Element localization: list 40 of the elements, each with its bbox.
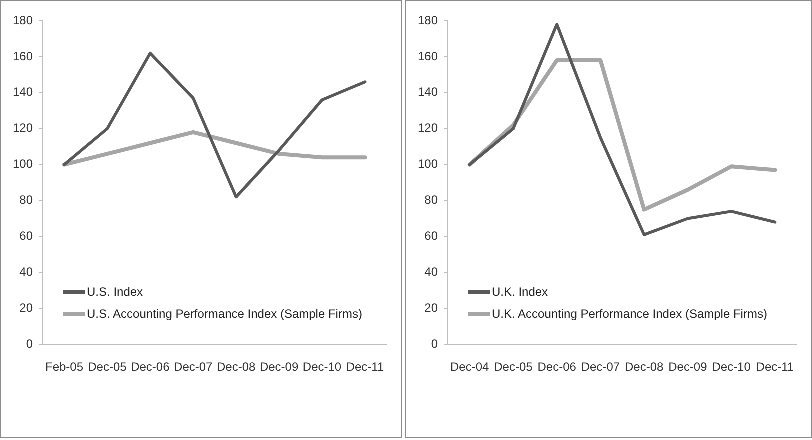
x-tick-label: Dec-09 — [668, 360, 708, 374]
y-tick-label: 80 — [20, 193, 34, 208]
x-tick-label: Dec-07 — [174, 360, 214, 374]
x-tick-label: Feb-05 — [45, 360, 84, 374]
legend-label: U.K. Accounting Performance Index (Sample Firms) — [492, 306, 768, 321]
x-tick-label: Dec-06 — [538, 360, 577, 374]
y-tick-label: 40 — [424, 265, 438, 279]
y-tick-label: 60 — [424, 229, 438, 244]
legend-label: U.K. Index — [492, 284, 548, 299]
y-tick-label: 20 — [424, 300, 438, 315]
y-tick-label: 180 — [12, 13, 34, 28]
y-tick-label: 180 — [418, 13, 438, 28]
y-tick-label: 100 — [418, 157, 438, 172]
x-tick-label: Dec-11 — [756, 360, 794, 374]
y-tick-label: 120 — [12, 121, 34, 136]
x-tick-label: Dec-10 — [302, 360, 342, 374]
y-tick-label: 160 — [12, 49, 34, 64]
y-tick-label: 80 — [424, 193, 438, 208]
x-tick-label: Dec-10 — [712, 360, 752, 374]
y-tick-label: 0 — [26, 336, 34, 351]
legend-label: U.S. Index — [87, 284, 144, 299]
y-tick-label: 120 — [418, 121, 438, 136]
x-tick-label: Dec-11 — [346, 360, 384, 374]
y-tick-label: 140 — [12, 85, 34, 100]
x-tick-label: Dec-08 — [624, 360, 664, 374]
legend-label: U.S. Accounting Performance Index (Sample Firms) — [87, 306, 362, 321]
x-tick-label: Dec-07 — [581, 360, 620, 374]
y-tick-label: 0 — [431, 336, 438, 351]
x-tick-label: Dec-05 — [494, 360, 534, 374]
x-tick-label: Dec-08 — [217, 360, 256, 374]
y-tick-label: 60 — [20, 229, 34, 244]
x-tick-label: Dec-09 — [260, 360, 299, 374]
y-tick-label: 100 — [12, 157, 34, 172]
x-tick-label: Dec-05 — [88, 360, 128, 374]
x-tick-label: Dec-06 — [131, 360, 170, 374]
y-tick-label: 160 — [418, 49, 438, 64]
x-tick-label: Dec-04 — [450, 360, 490, 374]
y-tick-label: 40 — [20, 265, 34, 279]
y-tick-label: 140 — [418, 85, 438, 100]
y-tick-label: 20 — [20, 300, 34, 315]
